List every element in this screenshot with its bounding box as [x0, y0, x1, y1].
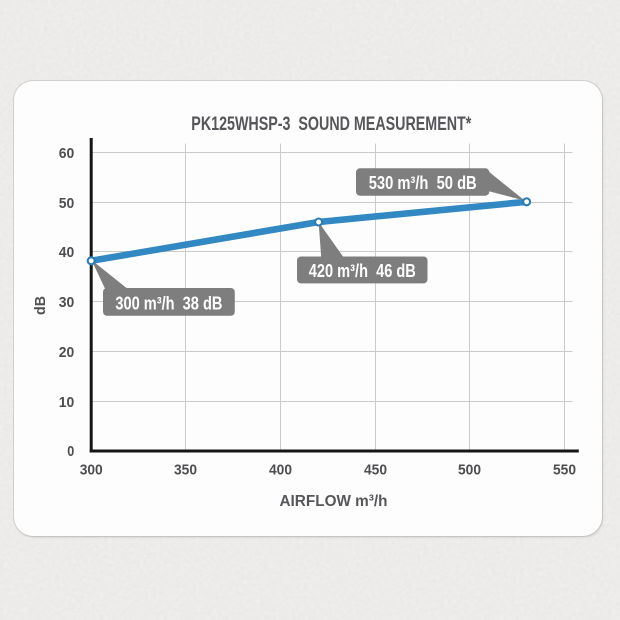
- svg-text:500: 500: [458, 463, 481, 479]
- svg-text:350: 350: [174, 463, 197, 479]
- svg-text:550: 550: [553, 463, 576, 479]
- svg-text:400: 400: [269, 463, 292, 479]
- svg-text:0: 0: [67, 444, 74, 460]
- svg-text:60: 60: [59, 146, 75, 162]
- svg-text:PK125WHSP-3 SOUND MEASUREMENT: PK125WHSP-3 SOUND MEASUREMENT*: [191, 114, 471, 135]
- svg-text:40: 40: [59, 245, 75, 261]
- svg-text:AIRFLOW m³/h: AIRFLOW m³/h: [280, 493, 388, 510]
- svg-text:10: 10: [59, 395, 75, 411]
- svg-text:dB: dB: [32, 296, 49, 315]
- svg-text:530 m³/h 50 dB: 530 m³/h 50 dB: [369, 173, 477, 193]
- svg-text:450: 450: [364, 463, 387, 479]
- svg-text:20: 20: [59, 345, 75, 361]
- svg-text:420 m³/h 46 dB: 420 m³/h 46 dB: [309, 261, 416, 281]
- svg-text:300: 300: [80, 463, 103, 479]
- svg-text:300 m³/h 38 dB: 300 m³/h 38 dB: [115, 293, 222, 313]
- svg-text:30: 30: [59, 295, 75, 311]
- svg-text:50: 50: [59, 196, 75, 212]
